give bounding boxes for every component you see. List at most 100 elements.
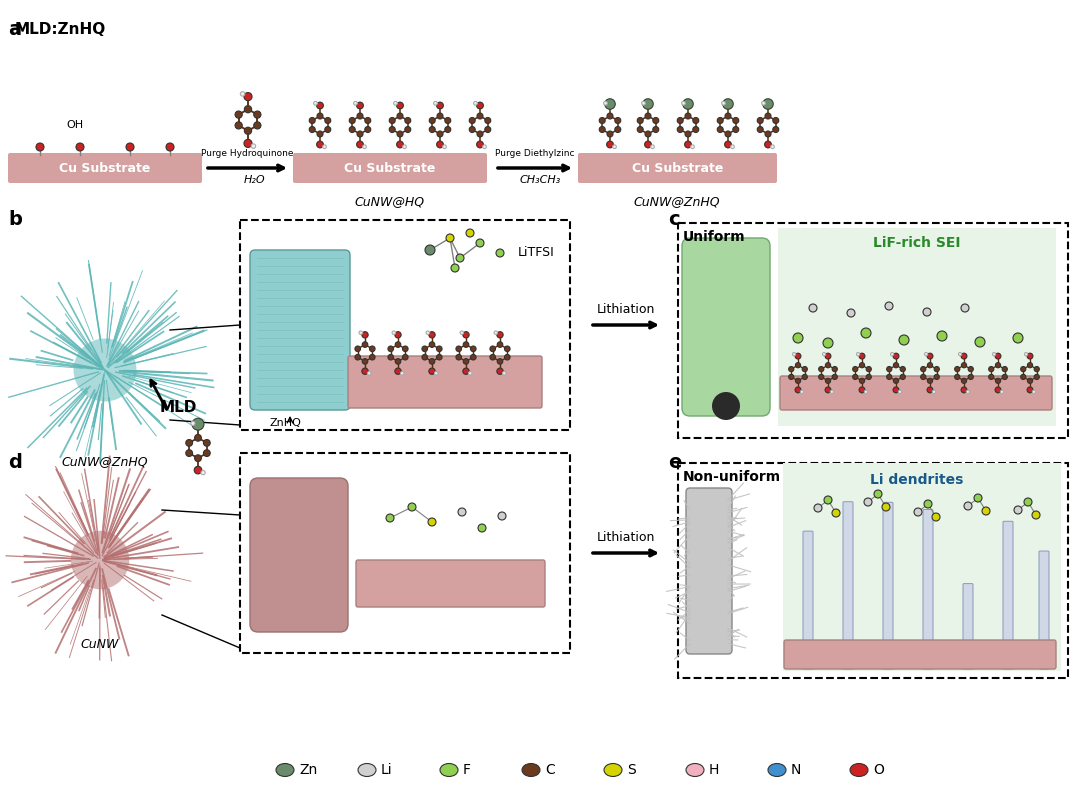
Circle shape [683,98,693,110]
Circle shape [362,368,368,374]
Circle shape [363,145,366,148]
Circle shape [434,102,437,105]
Circle shape [389,118,395,124]
Circle shape [1035,367,1039,372]
Circle shape [395,359,401,364]
Circle shape [203,449,211,457]
Circle shape [607,141,613,148]
Circle shape [465,229,474,237]
Circle shape [819,367,824,372]
Circle shape [731,145,734,148]
Ellipse shape [276,764,294,777]
Circle shape [788,374,794,380]
Circle shape [859,387,865,393]
Circle shape [852,367,858,372]
Circle shape [924,353,928,356]
Circle shape [235,111,242,118]
Circle shape [866,367,872,372]
Text: CuNW@ZnHQ: CuNW@ZnHQ [62,455,148,468]
Circle shape [401,372,404,375]
Circle shape [471,354,476,360]
Circle shape [717,126,724,133]
Text: b: b [8,210,22,229]
Text: Cu Substrate: Cu Substrate [345,161,435,175]
Circle shape [637,118,644,124]
Circle shape [795,387,801,393]
Circle shape [254,121,261,129]
Circle shape [955,367,960,372]
Circle shape [995,353,1001,359]
Circle shape [405,118,410,124]
Circle shape [318,131,323,137]
Circle shape [201,471,205,475]
Circle shape [71,530,130,589]
Circle shape [463,332,469,338]
Ellipse shape [686,764,704,777]
Text: OH: OH [67,120,83,130]
Circle shape [864,390,867,394]
Circle shape [605,98,616,110]
Circle shape [866,374,872,380]
Circle shape [819,374,824,380]
Circle shape [934,374,940,380]
Circle shape [436,354,442,360]
Circle shape [793,333,804,343]
Circle shape [73,338,136,402]
Circle shape [490,346,496,352]
Circle shape [429,359,435,364]
Text: S: S [627,763,636,777]
Circle shape [899,335,909,345]
Circle shape [800,390,804,394]
Circle shape [765,141,771,148]
Circle shape [1027,387,1032,393]
Circle shape [721,102,726,105]
Circle shape [316,141,323,148]
Circle shape [887,367,892,372]
Circle shape [504,354,510,360]
Circle shape [395,332,401,338]
Circle shape [362,332,368,338]
Circle shape [996,363,1000,368]
Circle shape [325,126,330,133]
Circle shape [365,118,370,124]
Text: Li: Li [381,763,393,777]
Circle shape [429,368,435,374]
Circle shape [1024,498,1032,506]
Circle shape [203,440,211,446]
Circle shape [893,363,899,368]
Circle shape [422,346,428,352]
Circle shape [887,374,892,380]
Circle shape [964,502,972,510]
Circle shape [725,141,731,148]
Circle shape [1025,353,1028,356]
Circle shape [717,118,724,124]
Circle shape [924,500,932,508]
Circle shape [1014,506,1022,514]
Circle shape [494,331,498,334]
Circle shape [650,145,654,148]
Circle shape [191,422,195,426]
Circle shape [357,113,363,119]
Circle shape [615,126,621,133]
Circle shape [429,341,435,348]
Circle shape [397,131,403,137]
Circle shape [988,374,994,380]
Ellipse shape [604,764,622,777]
Circle shape [645,131,651,137]
Circle shape [677,118,684,124]
Text: c: c [669,210,679,229]
Circle shape [497,332,503,338]
Circle shape [389,126,395,133]
FancyBboxPatch shape [578,153,777,183]
Text: Uniform: Uniform [683,230,745,244]
Circle shape [476,141,484,148]
Circle shape [765,131,771,137]
Circle shape [995,387,1001,393]
Circle shape [355,346,361,352]
Circle shape [645,113,651,119]
Circle shape [1032,390,1036,394]
FancyBboxPatch shape [883,503,893,669]
Circle shape [1013,333,1023,343]
Circle shape [795,378,800,384]
Circle shape [463,341,469,348]
